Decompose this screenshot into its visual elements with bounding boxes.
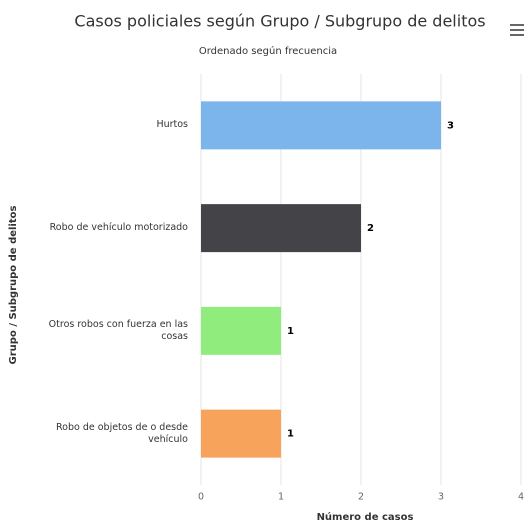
y-tick-label: Hurtos bbox=[156, 119, 188, 131]
menu-line bbox=[510, 29, 524, 31]
x-tick-label: 1 bbox=[278, 492, 284, 503]
bar bbox=[201, 409, 281, 458]
x-tick-label: 3 bbox=[438, 492, 444, 503]
y-tick-label: Robo de objetos de o desde vehículo bbox=[55, 421, 188, 445]
bar bbox=[201, 101, 441, 150]
y-axis-title: Grupo / Subgrupo de delitos bbox=[8, 205, 19, 364]
menu-line bbox=[510, 24, 524, 26]
data-label: 3 bbox=[447, 120, 454, 131]
bar bbox=[201, 204, 361, 253]
data-label: 1 bbox=[287, 429, 294, 440]
menu-line bbox=[510, 34, 524, 36]
bar bbox=[201, 306, 281, 355]
x-tick-label: 4 bbox=[518, 492, 524, 503]
chart-subtitle: Ordenado según frecuencia bbox=[199, 45, 337, 57]
chart-title: Casos policiales según Grupo / Subgrupo … bbox=[74, 12, 485, 31]
x-tick-label: 2 bbox=[358, 492, 364, 503]
data-label: 1 bbox=[287, 326, 294, 337]
menu-button[interactable] bbox=[510, 24, 524, 36]
data-label: 2 bbox=[367, 223, 374, 234]
x-axis-title: Número de casos bbox=[317, 511, 414, 523]
y-tick-label: Robo de vehículo motorizado bbox=[49, 222, 188, 234]
x-tick-label: 0 bbox=[198, 492, 204, 503]
y-tick-label: Otros robos con fuerza en las cosas bbox=[48, 318, 188, 342]
